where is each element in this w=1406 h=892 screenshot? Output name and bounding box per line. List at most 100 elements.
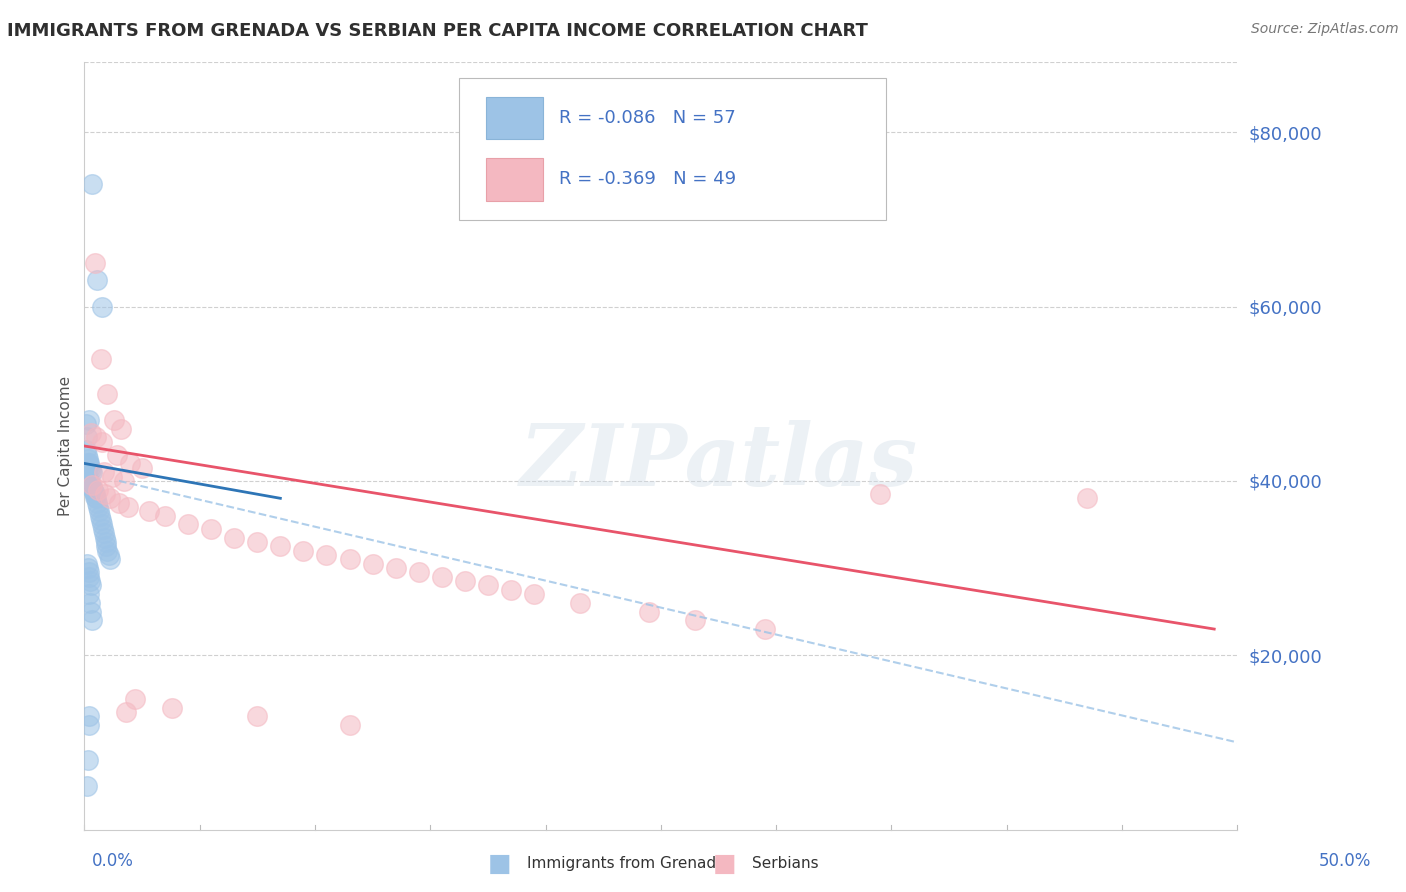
Point bbox=[93, 531, 115, 545]
Point bbox=[77, 753, 100, 767]
Point bbox=[76, 457, 98, 471]
Point bbox=[79, 596, 101, 610]
Point bbox=[79, 570, 101, 584]
Point bbox=[339, 718, 361, 732]
Point bbox=[117, 500, 139, 514]
Point bbox=[77, 472, 100, 486]
Point bbox=[103, 413, 125, 427]
Point bbox=[75, 443, 97, 458]
Point bbox=[75, 417, 97, 432]
Point bbox=[82, 178, 104, 192]
Point bbox=[98, 552, 121, 566]
Point bbox=[477, 578, 499, 592]
Point bbox=[76, 557, 98, 571]
Point bbox=[87, 500, 110, 514]
Point bbox=[361, 557, 384, 571]
Point bbox=[200, 522, 222, 536]
Point bbox=[80, 578, 103, 592]
Point bbox=[110, 421, 132, 435]
Point bbox=[90, 517, 112, 532]
Point bbox=[523, 587, 546, 601]
Point bbox=[77, 457, 100, 471]
Point bbox=[79, 458, 101, 473]
Text: R = -0.369   N = 49: R = -0.369 N = 49 bbox=[560, 170, 737, 188]
Point bbox=[1076, 491, 1098, 506]
Point bbox=[76, 561, 98, 575]
Point bbox=[246, 709, 269, 723]
Point bbox=[86, 491, 108, 506]
Point bbox=[569, 596, 592, 610]
Point bbox=[94, 487, 117, 501]
Point bbox=[77, 709, 100, 723]
Point bbox=[82, 478, 104, 492]
Y-axis label: Per Capita Income: Per Capita Income bbox=[58, 376, 73, 516]
Point bbox=[124, 691, 146, 706]
Point bbox=[315, 548, 337, 562]
Point bbox=[76, 469, 98, 483]
Point bbox=[79, 718, 101, 732]
Point bbox=[77, 587, 100, 601]
Point bbox=[160, 700, 183, 714]
Point bbox=[79, 574, 101, 588]
Point bbox=[177, 517, 200, 532]
Point bbox=[77, 566, 100, 580]
Point bbox=[90, 300, 112, 314]
Point bbox=[79, 460, 101, 475]
Text: IMMIGRANTS FROM GRENADA VS SERBIAN PER CAPITA INCOME CORRELATION CHART: IMMIGRANTS FROM GRENADA VS SERBIAN PER C… bbox=[7, 22, 868, 40]
Point bbox=[91, 522, 114, 536]
Text: 0.0%: 0.0% bbox=[91, 852, 134, 870]
Point bbox=[246, 535, 269, 549]
Point bbox=[224, 531, 246, 545]
Point bbox=[430, 570, 453, 584]
Point bbox=[454, 574, 477, 588]
Point bbox=[83, 487, 105, 501]
Point bbox=[86, 496, 108, 510]
Point bbox=[98, 491, 121, 506]
Point bbox=[82, 483, 104, 497]
Point bbox=[84, 490, 107, 504]
Point bbox=[87, 483, 110, 497]
Point bbox=[93, 465, 115, 479]
Point bbox=[94, 535, 117, 549]
Point bbox=[86, 273, 108, 287]
Point bbox=[93, 526, 115, 541]
Point bbox=[869, 487, 891, 501]
Point bbox=[87, 504, 110, 518]
Point bbox=[82, 465, 104, 479]
Point bbox=[80, 478, 103, 492]
Text: 50.0%: 50.0% bbox=[1319, 852, 1371, 870]
Point bbox=[499, 582, 522, 597]
Point bbox=[408, 566, 430, 580]
Point bbox=[105, 448, 128, 462]
Point bbox=[83, 485, 105, 500]
Text: R = -0.086   N = 57: R = -0.086 N = 57 bbox=[560, 109, 737, 127]
Point bbox=[339, 552, 361, 566]
Point bbox=[76, 448, 98, 462]
Point bbox=[89, 351, 111, 366]
Point bbox=[83, 256, 105, 270]
Point bbox=[685, 613, 707, 627]
Point bbox=[80, 605, 103, 619]
Text: ZIPatlas: ZIPatlas bbox=[519, 419, 918, 503]
Point bbox=[96, 539, 118, 553]
Point bbox=[384, 561, 406, 575]
Point bbox=[82, 613, 104, 627]
Point bbox=[80, 463, 103, 477]
Point bbox=[79, 476, 101, 491]
Point bbox=[80, 425, 103, 440]
Point bbox=[76, 452, 98, 467]
Point bbox=[115, 705, 138, 719]
Text: ■: ■ bbox=[713, 852, 735, 875]
Bar bbox=[485, 159, 543, 201]
Point bbox=[131, 460, 153, 475]
Point bbox=[96, 543, 118, 558]
Point bbox=[76, 779, 98, 793]
Point bbox=[76, 430, 98, 444]
Point bbox=[90, 434, 112, 449]
Point bbox=[153, 508, 176, 523]
Point bbox=[84, 430, 107, 444]
Point bbox=[120, 457, 142, 471]
Text: ■: ■ bbox=[488, 852, 510, 875]
Bar bbox=[485, 97, 543, 139]
Point bbox=[90, 513, 112, 527]
